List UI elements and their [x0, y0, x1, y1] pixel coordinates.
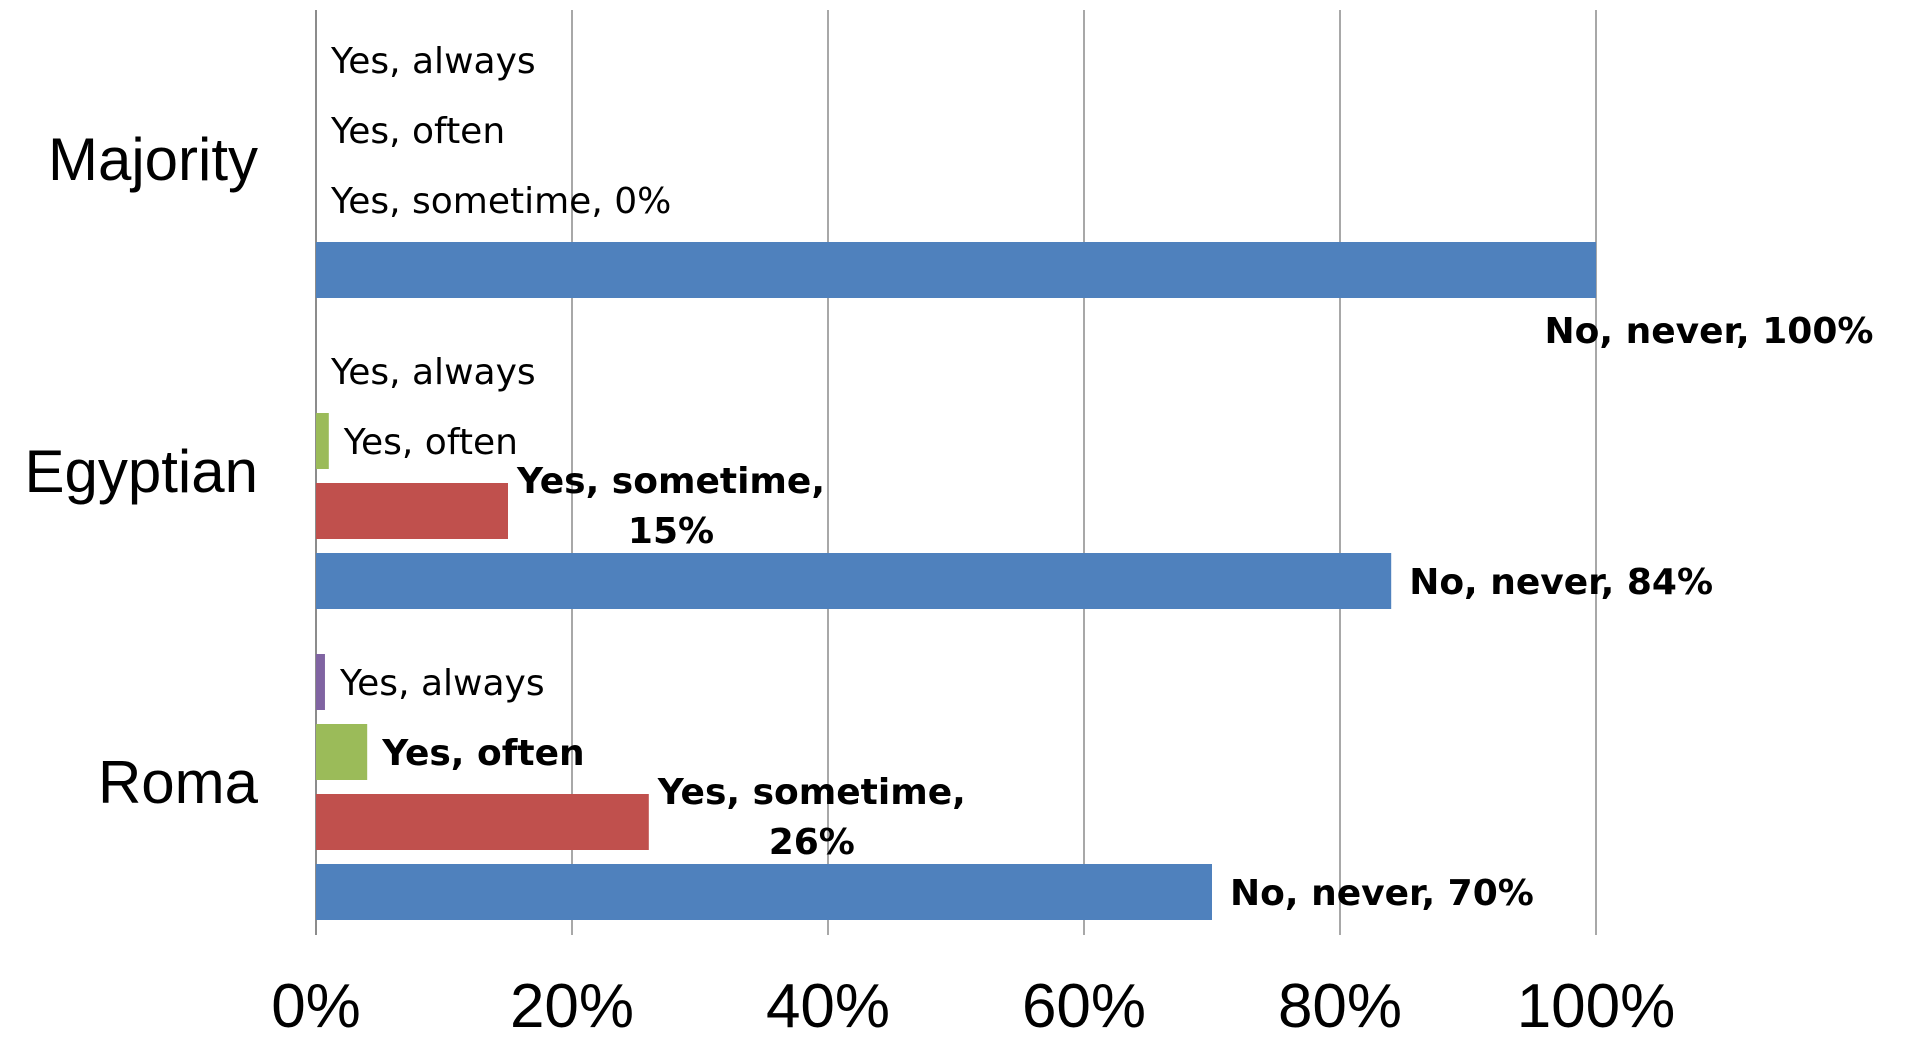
bar-egyptian-yes-sometime [316, 483, 508, 539]
data-label-majority-yes-always: Yes, always [330, 41, 536, 82]
x-tick-label: 80% [1278, 972, 1402, 1037]
data-label-roma-yes-sometime: Yes, sometime, 26% [657, 772, 966, 863]
x-tick-label: 100% [1517, 972, 1676, 1037]
bar-roma-yes-sometime [316, 794, 649, 850]
data-label-roma-yes-always: Yes, always [339, 663, 545, 704]
bar-roma-no-never [316, 864, 1212, 920]
data-label-majority-no-never: No, never, 100% [1545, 311, 1874, 352]
data-label-egyptian-no-never: No, never, 84% [1409, 562, 1713, 603]
data-label-egyptian-yes-often: Yes, often [343, 422, 518, 463]
bar-egyptian-no-never [316, 553, 1392, 609]
bar-roma-yes-often [316, 724, 368, 780]
category-label-roma: Roma [98, 749, 259, 816]
data-label-roma-yes-often: Yes, often [381, 733, 584, 774]
x-tick-label: 60% [1022, 972, 1146, 1037]
category-label-egyptian: Egyptian [25, 438, 259, 505]
data-label-egyptian-yes-always: Yes, always [330, 352, 536, 393]
bar-egyptian-yes-often [316, 413, 329, 469]
bar-roma-yes-always [316, 654, 325, 710]
data-label-majority-yes-often: Yes, often [330, 111, 505, 152]
x-tick-label: 0% [271, 972, 361, 1037]
x-tick-label: 40% [766, 972, 890, 1037]
category-label-majority: Majority [48, 126, 258, 193]
data-label-roma-no-never: No, never, 70% [1230, 873, 1534, 914]
data-label-egyptian-yes-sometime: Yes, sometime, 15% [516, 461, 825, 552]
data-label-majority-yes-sometime: Yes, sometime, 0% [330, 181, 671, 222]
x-tick-label: 20% [510, 972, 634, 1037]
bar-majority-no-never [316, 242, 1596, 298]
